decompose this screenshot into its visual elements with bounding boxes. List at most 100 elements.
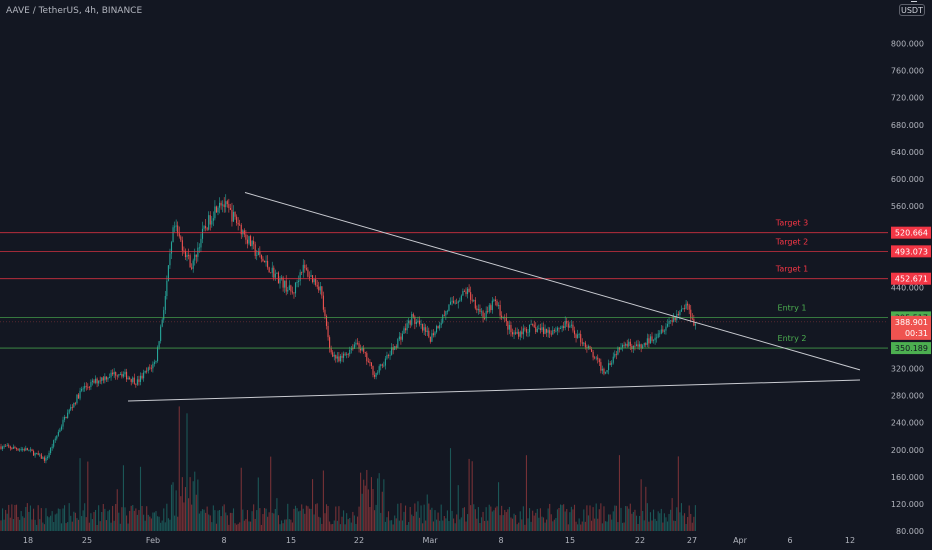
volume-bar bbox=[398, 520, 400, 531]
volume-bar bbox=[491, 511, 493, 531]
volume-bar bbox=[217, 510, 219, 531]
volume-bar bbox=[358, 506, 360, 531]
volume-bar bbox=[423, 504, 425, 531]
candle-body bbox=[476, 308, 478, 311]
volume-bar bbox=[321, 523, 323, 531]
volume-bar bbox=[550, 514, 552, 531]
volume-bar bbox=[62, 508, 64, 531]
candle-body bbox=[346, 353, 348, 355]
y-axis[interactable]: 800.000 760.000 720.000 680.000 640.000 600.0… bbox=[891, 40, 924, 536]
volume-bar bbox=[338, 506, 340, 531]
volume-bar bbox=[122, 465, 124, 531]
volume-bar bbox=[429, 509, 431, 531]
volume-bar bbox=[271, 512, 273, 531]
volume-bar bbox=[9, 517, 11, 531]
y-tick-label: 560.000 bbox=[891, 202, 924, 211]
volume-bar bbox=[291, 522, 293, 531]
volume-bar bbox=[37, 505, 39, 531]
volume-bar bbox=[294, 505, 297, 531]
candle-body bbox=[105, 376, 107, 380]
candle-body bbox=[629, 341, 631, 346]
volume-bar bbox=[99, 521, 101, 531]
volume-bar bbox=[643, 520, 645, 531]
x-axis[interactable]: 18 25 Feb 8 15 22 Mar 8 15 22 27 Apr 6 12 bbox=[23, 536, 855, 545]
candle-body bbox=[578, 334, 580, 335]
volume-bar bbox=[609, 514, 611, 531]
candle-body bbox=[180, 236, 182, 241]
candle-body bbox=[656, 337, 658, 339]
candle-body bbox=[358, 343, 360, 349]
volume-bar bbox=[189, 477, 191, 531]
candle-body bbox=[507, 321, 509, 330]
candle-body bbox=[122, 374, 124, 377]
candle-body bbox=[1, 446, 4, 449]
candle-body bbox=[552, 330, 554, 335]
volume-bar bbox=[110, 522, 112, 531]
volume-bar bbox=[380, 512, 382, 531]
candle-body bbox=[453, 300, 455, 303]
price-level-label: Target 3 bbox=[775, 219, 808, 228]
candle-body bbox=[377, 372, 379, 374]
volume-bar bbox=[285, 519, 287, 531]
volume-bar bbox=[394, 515, 396, 531]
symbol-title[interactable]: AAVE / TetherUS, 4h, BINANCE bbox=[6, 6, 143, 16]
volume-bar bbox=[288, 519, 290, 531]
x-tick-label: Mar bbox=[422, 536, 438, 545]
volume-bar bbox=[22, 516, 24, 531]
candle-body bbox=[211, 220, 213, 225]
candle-body bbox=[679, 311, 681, 316]
candle-body bbox=[71, 407, 73, 408]
volume-bar bbox=[87, 461, 89, 531]
volume-bar bbox=[536, 508, 538, 531]
volume-bar bbox=[313, 514, 315, 531]
volume-bar bbox=[479, 523, 481, 531]
volume-bar bbox=[632, 511, 634, 531]
candle-body bbox=[147, 367, 149, 371]
candle-body bbox=[370, 362, 372, 367]
candle-body bbox=[307, 269, 309, 277]
y-tick-label: 200.000 bbox=[891, 446, 924, 455]
volume-bar bbox=[136, 514, 138, 531]
candle-body bbox=[558, 327, 560, 329]
volume-bar bbox=[50, 515, 52, 531]
candle-body bbox=[670, 320, 672, 322]
candle-body bbox=[465, 291, 467, 295]
volume-bar bbox=[70, 515, 72, 531]
volume-bar bbox=[54, 514, 56, 531]
volume-bar bbox=[414, 503, 416, 531]
candle-body bbox=[406, 323, 408, 331]
candle-body bbox=[339, 355, 341, 362]
volume-bar bbox=[270, 456, 272, 531]
volume-bar bbox=[428, 503, 430, 531]
volume-bar bbox=[59, 509, 61, 531]
candle-body bbox=[463, 290, 465, 292]
volume-bar bbox=[454, 523, 456, 531]
volume-bar bbox=[595, 503, 597, 531]
candle-body bbox=[64, 416, 66, 420]
volume-bar bbox=[133, 510, 135, 531]
volume-bar bbox=[209, 515, 211, 531]
y-tick-label: 640.000 bbox=[891, 148, 924, 157]
volume-bar bbox=[304, 513, 306, 531]
candle-body bbox=[436, 326, 438, 333]
volume-bar bbox=[584, 521, 586, 531]
volume-bar bbox=[378, 473, 380, 531]
candle-body bbox=[149, 367, 151, 369]
candle-body bbox=[536, 328, 538, 332]
volume-bar bbox=[290, 519, 292, 531]
candle-body bbox=[203, 226, 205, 229]
volume-bar bbox=[577, 524, 579, 531]
currency-badge[interactable]: USDT bbox=[899, 1, 925, 16]
candle-body bbox=[232, 211, 235, 222]
candle-body bbox=[73, 402, 75, 408]
volume-bar bbox=[113, 520, 115, 531]
bar-countdown: 00:31 bbox=[905, 329, 928, 338]
candle-body bbox=[422, 324, 424, 331]
volume-bar bbox=[440, 504, 442, 531]
volume-bar bbox=[604, 521, 607, 531]
volume-bar bbox=[138, 510, 140, 531]
volume-bar bbox=[124, 507, 126, 531]
volume-bar bbox=[657, 511, 659, 531]
volume-bar bbox=[465, 521, 467, 531]
